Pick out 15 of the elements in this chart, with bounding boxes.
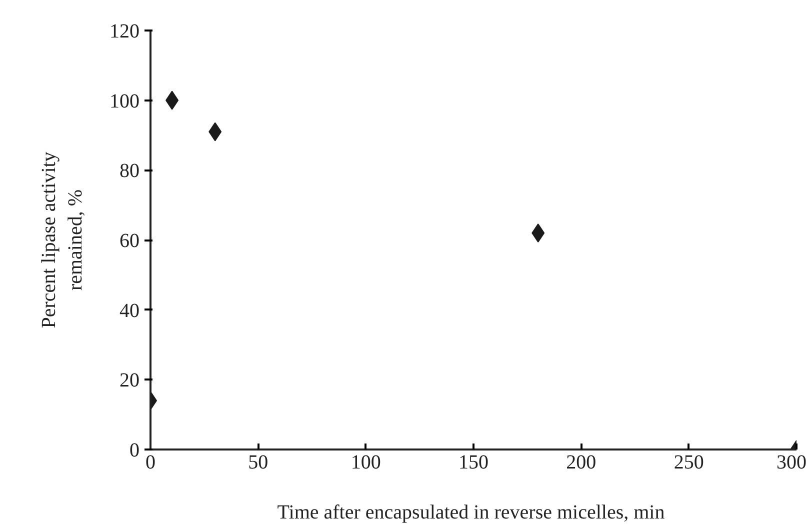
x-axis-title: Time after encapsulated in reverse micelles, min (277, 502, 665, 524)
y-axis-title: Percent lipase activity remained, % (38, 152, 86, 328)
y-tick-label: 40 (120, 300, 140, 322)
x-tick-label: 250 (674, 452, 704, 474)
x-tick-label: 50 (248, 452, 268, 474)
x-tick-label: 300 (776, 452, 806, 474)
y-tick-label: 120 (110, 20, 140, 42)
x-tick-label: 0 (146, 452, 156, 474)
y-tick-label: 100 (110, 90, 140, 112)
y-tick-label: 60 (120, 230, 140, 252)
y-tick-label: 80 (120, 160, 140, 182)
y-tick-label: 20 (120, 370, 140, 392)
x-tick-label: 150 (458, 452, 488, 474)
x-tick-label: 200 (566, 452, 596, 474)
x-tick-label: 100 (350, 452, 381, 474)
